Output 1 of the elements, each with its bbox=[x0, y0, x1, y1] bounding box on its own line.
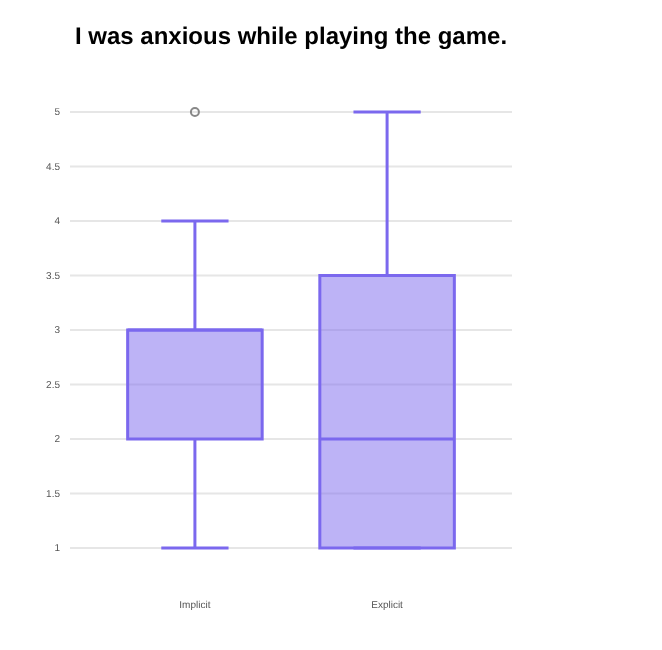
chart-title: I was anxious while playing the game. bbox=[74, 22, 508, 50]
